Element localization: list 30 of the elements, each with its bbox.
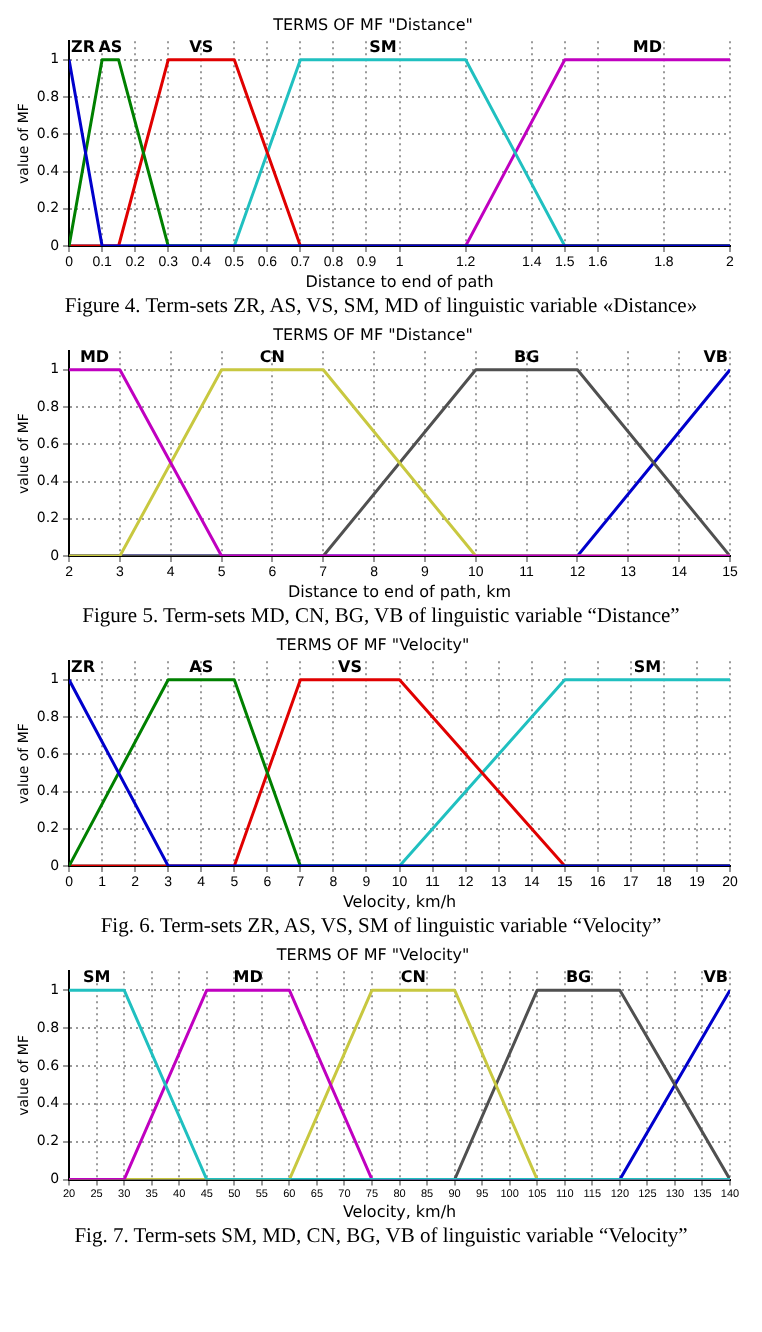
series-label: VS (189, 37, 214, 56)
series-label: ZR (71, 657, 95, 676)
x-axis-title: Distance to end of path (305, 272, 494, 291)
series-label: VB (703, 968, 729, 987)
chart-title: TERMS OF MF "Distance" (271, 15, 473, 34)
chart-title: TERMS OF MF "Velocity" (274, 945, 470, 964)
series-label: CN (400, 968, 426, 987)
series-label: SM (369, 37, 397, 56)
x-axis-title: Velocity, km/h (342, 1202, 457, 1221)
caption: Fig. 7. Term-sets SM, MD, CN, BG, VB of linguistic variable “Velocity” (72, 1226, 690, 1248)
chart-title: TERMS OF MF "Distance" (271, 325, 473, 344)
series-label: BG (565, 968, 592, 987)
series-label: SM (82, 968, 111, 987)
caption: Figure 4. Term-sets ZR, AS, VS, SM, MD of linguistic variable «Distance» (62, 296, 700, 318)
series-label: SM (633, 657, 662, 676)
series-label: MD (79, 347, 110, 366)
caption: Fig. 6. Term-sets ZR, AS, VS, SM of linguistic variable “Velocity” (98, 916, 664, 938)
series-label: MD (233, 968, 264, 987)
series-label: ZR (71, 37, 95, 56)
series-label: VB (703, 347, 729, 366)
series-label: BG (513, 347, 540, 366)
series-label: AS (189, 657, 214, 676)
caption: Figure 5. Term-sets MD, CN, BG, VB of linguistic variable “Distance” (80, 606, 682, 628)
series-label: VS (338, 657, 363, 676)
series-label: CN (259, 347, 286, 366)
x-axis-title: Distance to end of path, km (287, 582, 512, 601)
series-label: MD (632, 37, 663, 56)
series-label: AS (98, 37, 123, 56)
x-axis-title: Velocity, km/h (342, 892, 457, 911)
chart-title: TERMS OF MF "Velocity" (274, 635, 470, 654)
